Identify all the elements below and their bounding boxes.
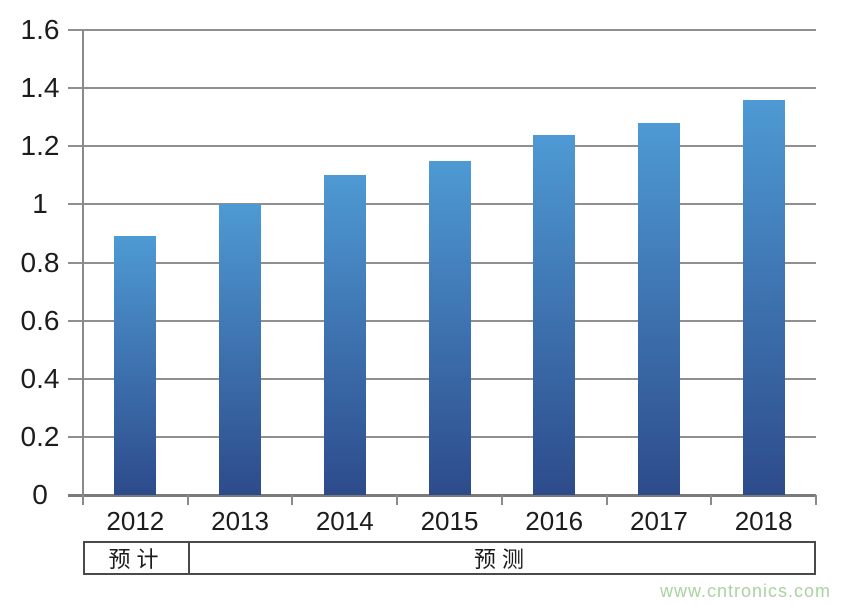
period-cell-forecast: 预测 xyxy=(190,543,814,573)
x-tick-label-2017: 2017 xyxy=(629,506,688,536)
x-tick xyxy=(396,495,399,505)
y-tick-label: 0.6 xyxy=(20,304,60,336)
watermark: www.cntronics.com xyxy=(659,581,831,601)
gridline xyxy=(68,87,816,90)
bar-2018 xyxy=(742,99,785,495)
x-tick xyxy=(82,495,84,505)
x-tick-label-2015: 2015 xyxy=(420,506,479,536)
bar-2015 xyxy=(428,160,471,495)
bar-2016 xyxy=(533,134,576,495)
x-tick-label-2018: 2018 xyxy=(734,506,793,536)
bar-2013 xyxy=(219,204,262,495)
gridline xyxy=(68,29,816,31)
y-tick-label: 0.8 xyxy=(20,246,60,278)
y-tick-label: 0 xyxy=(32,479,48,510)
x-tick-label-2016: 2016 xyxy=(525,506,584,536)
y-axis-line xyxy=(82,30,84,495)
gridline xyxy=(68,145,816,148)
y-tick-label: 1.4 xyxy=(20,72,60,104)
bar-2017 xyxy=(637,123,680,495)
x-tick xyxy=(815,495,817,505)
y-tick-label: 1.2 xyxy=(20,130,60,162)
period-label-estimated: 预计 xyxy=(108,547,165,572)
y-tick-label: 1.6 xyxy=(20,14,60,45)
x-tick xyxy=(710,495,713,505)
x-tick xyxy=(605,495,608,505)
x-tick xyxy=(291,495,294,505)
period-cell-estimated: 预计 xyxy=(85,543,190,573)
bar-2014 xyxy=(323,175,366,495)
y-tick-label: 1 xyxy=(32,188,48,220)
x-tick xyxy=(500,495,503,505)
bar-2012 xyxy=(114,236,157,495)
x-tick-label-2014: 2014 xyxy=(315,506,374,536)
x-axis-baseline xyxy=(68,494,816,497)
y-tick-label: 0.4 xyxy=(20,362,60,394)
period-label-forecast: 预测 xyxy=(473,547,530,572)
x-tick-label-2012: 2012 xyxy=(106,506,165,536)
x-tick xyxy=(186,495,189,505)
x-tick-label-2013: 2013 xyxy=(211,506,269,536)
y-tick-label: 0.2 xyxy=(20,420,60,452)
period-annotation-row: 预计 预测 xyxy=(83,541,816,575)
